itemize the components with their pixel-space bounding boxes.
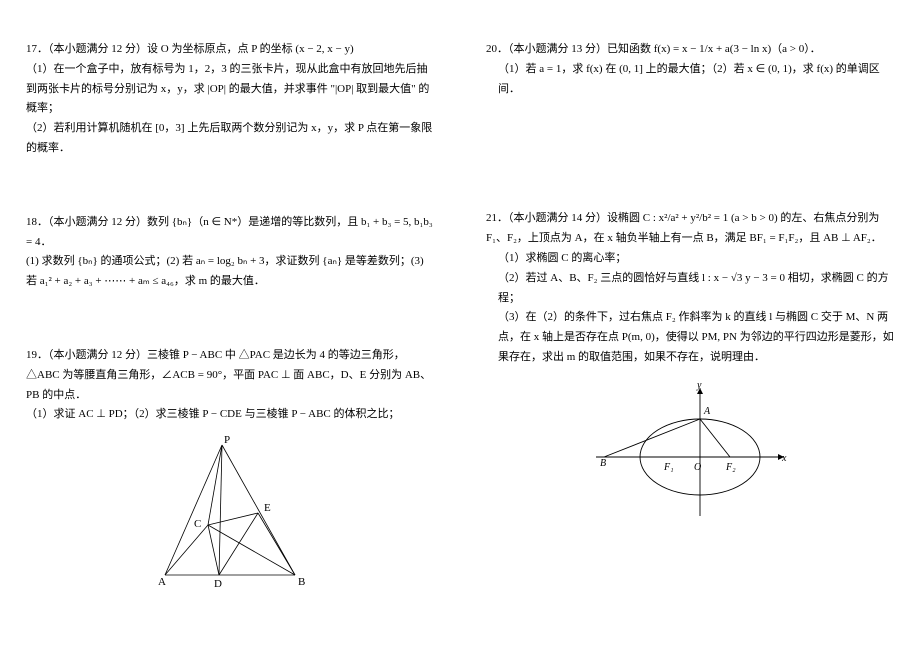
q17-part1: （1）在一个盒子中，放有标号为 1，2，3 的三张卡片，现从此盒中有放回地先后抽… bbox=[26, 60, 434, 119]
q21-title: 21．（本小题满分 14 分）设椭圆 C : x²/a² + y²/b² = 1… bbox=[486, 209, 894, 249]
svg-text:F₁: F₁ bbox=[663, 462, 674, 473]
svg-text:E: E bbox=[264, 502, 271, 514]
q17-part2: （2）若利用计算机随机在 [0，3] 上先后取两个数分别记为 x，y，求 P 点… bbox=[26, 119, 434, 159]
q21-part3: （3）在（2）的条件下，过右焦点 F₂ 作斜率为 k 的直线 l 与椭圆 C 交… bbox=[486, 308, 894, 367]
svg-text:P: P bbox=[224, 435, 230, 446]
q19-part1: （1）求证 AC ⊥ PD；（2）求三棱锥 P − CDE 与三棱锥 P − A… bbox=[26, 405, 434, 425]
svg-text:C: C bbox=[194, 518, 201, 530]
q19-title: 19．（本小题满分 12 分）三棱锥 P − ABC 中 △PAC 是边长为 4… bbox=[26, 346, 434, 405]
svg-text:B: B bbox=[600, 458, 606, 469]
svg-text:A: A bbox=[703, 406, 711, 417]
svg-text:B: B bbox=[298, 576, 305, 588]
problem-17: 17．（本小题满分 12 分）设 O 为坐标原点，点 P 的坐标 (x − 2,… bbox=[26, 40, 434, 159]
page-container: 17．（本小题满分 12 分）设 O 为坐标原点，点 P 的坐标 (x − 2,… bbox=[0, 0, 920, 650]
problem-19: 19．（本小题满分 12 分）三棱锥 P − ABC 中 △PAC 是边长为 4… bbox=[26, 346, 434, 595]
problem-20: 20．（本小题满分 13 分）已知函数 f(x) = x − 1/x + a(3… bbox=[486, 40, 894, 99]
ellipse-figure: B F₁ O F₂ Ax y bbox=[590, 382, 790, 522]
svg-text:O: O bbox=[694, 462, 701, 473]
tetrahedron-figure: A D B P C E bbox=[150, 435, 310, 595]
right-column: 20．（本小题满分 13 分）已知函数 f(x) = x − 1/x + a(3… bbox=[460, 0, 920, 650]
svg-text:y: y bbox=[696, 382, 702, 391]
left-column: 17．（本小题满分 12 分）设 O 为坐标原点，点 P 的坐标 (x − 2,… bbox=[0, 0, 460, 650]
q18-part1: (1) 求数列 {bₙ} 的通项公式；(2) 若 aₙ = log₂ bₙ + … bbox=[26, 252, 434, 292]
q18-title: 18．（本小题满分 12 分）数列 {bₙ}（n ∈ N*）是递增的等比数列，且… bbox=[26, 213, 434, 253]
q20-part1: （1）若 a = 1，求 f(x) 在 (0, 1] 上的最大值；（2）若 x … bbox=[486, 60, 894, 100]
problem-21: 21．（本小题满分 14 分）设椭圆 C : x²/a² + y²/b² = 1… bbox=[486, 209, 894, 521]
svg-text:F₂: F₂ bbox=[725, 462, 736, 473]
svg-text:x: x bbox=[781, 453, 787, 464]
q17-title: 17．（本小题满分 12 分）设 O 为坐标原点，点 P 的坐标 (x − 2,… bbox=[26, 40, 434, 60]
problem-18: 18．（本小题满分 12 分）数列 {bₙ}（n ∈ N*）是递增的等比数列，且… bbox=[26, 213, 434, 292]
q21-part2: （2）若过 A、B、F₂ 三点的圆恰好与直线 l : x − √3 y − 3 … bbox=[486, 269, 894, 309]
svg-text:D: D bbox=[214, 578, 222, 590]
svg-text:A: A bbox=[158, 576, 166, 588]
q21-part1: （1）求椭圆 C 的离心率； bbox=[486, 249, 894, 269]
q20-title: 20．（本小题满分 13 分）已知函数 f(x) = x − 1/x + a(3… bbox=[486, 40, 894, 60]
